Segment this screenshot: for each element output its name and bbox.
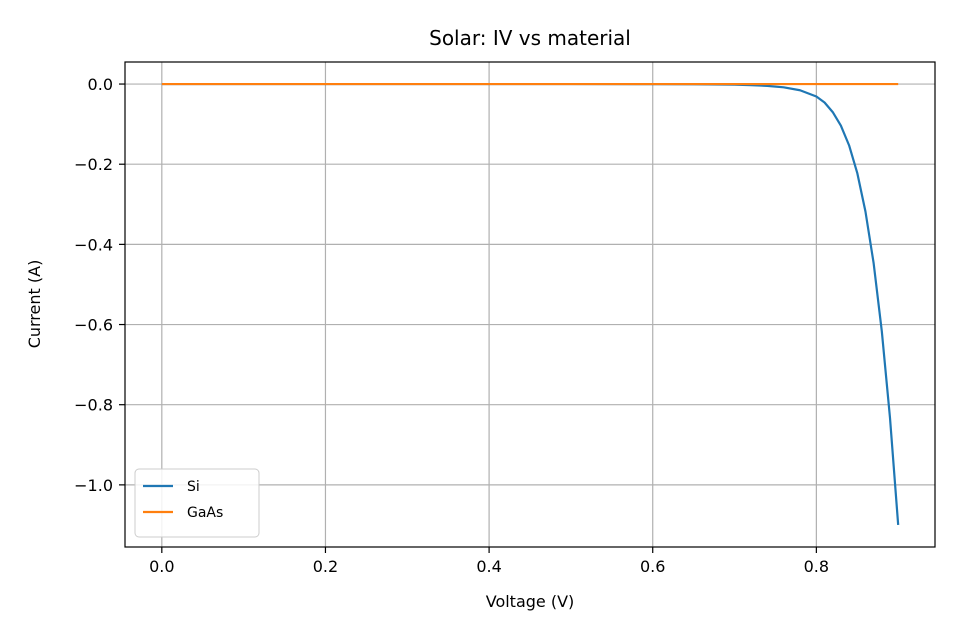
chart-title: Solar: IV vs material <box>429 26 631 50</box>
axes-frame <box>124 61 936 548</box>
grid-lines <box>125 62 935 547</box>
x-tick-label: 0.2 <box>313 557 338 576</box>
x-tick-label: 0.4 <box>476 557 501 576</box>
y-tick-label: −0.6 <box>74 316 113 335</box>
legend-label-gaas: GaAs <box>187 505 223 521</box>
y-tick-label: −0.4 <box>74 235 113 254</box>
y-axis-label: Current (A) <box>25 260 44 349</box>
x-tick-label: 0.8 <box>804 557 829 576</box>
plot-lines <box>161 82 900 526</box>
legend: Si GaAs <box>134 468 260 538</box>
legend-label-si: Si <box>187 479 200 495</box>
x-tick-label: 0.6 <box>640 557 665 576</box>
y-tick-label: 0.0 <box>88 75 113 94</box>
x-axis-label: Voltage (V) <box>486 592 575 611</box>
y-tick-label: −0.8 <box>74 396 113 415</box>
y-tick-label: −0.2 <box>74 155 113 174</box>
y-tick-label: −1.0 <box>74 476 113 495</box>
axis-ticks: 0.0 0.2 0.4 0.6 0.8 0.0 −0.2 −0.4 −0.6 −0.8 −1.0 <box>74 75 829 576</box>
x-tick-label: 0.0 <box>149 557 174 576</box>
